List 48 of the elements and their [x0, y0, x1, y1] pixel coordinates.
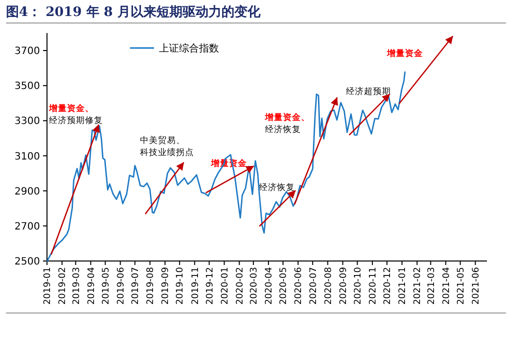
- x-tick-label: 2021-04: [442, 266, 452, 305]
- y-tick-label: 3100: [14, 151, 40, 162]
- x-tick-label: 2020-07: [308, 267, 319, 305]
- y-tick-label: 3500: [14, 81, 40, 92]
- y-tick-label: 2500: [14, 256, 40, 268]
- x-tick-label: 2019-06: [116, 266, 126, 305]
- x-tick-label: 2020-03: [250, 267, 260, 305]
- annotation: 经济超预期: [346, 86, 391, 97]
- x-tick-label: 2019-03: [72, 267, 82, 305]
- x-tick-label: 2020-06: [294, 266, 304, 305]
- x-tick-label: 2019-07: [131, 267, 142, 305]
- y-tick-label: 2900: [14, 186, 40, 198]
- y-tick-label: 3700: [14, 46, 40, 58]
- annotation: 中美贸易、: [140, 134, 185, 146]
- x-tick-label: 2020-04: [264, 266, 275, 305]
- annotation: 科技业绩拐点: [140, 146, 194, 158]
- x-tick-label: 2019-05: [101, 267, 112, 305]
- x-tick-label: 2019-01: [43, 267, 54, 305]
- x-tick-label: 2019-09: [161, 266, 172, 305]
- y-tick-label: 3300: [14, 116, 40, 128]
- annotation: 增量资金: [386, 48, 424, 59]
- annotation: 增量资金、: [48, 102, 94, 114]
- x-tick-label: 2021-06: [471, 266, 482, 305]
- x-tick-label: 2020-12: [383, 267, 394, 305]
- x-tick-label: 2019-08: [146, 266, 156, 305]
- x-tick-label: 2019-11: [190, 267, 201, 305]
- x-tick-label: 2021-02: [413, 267, 424, 305]
- x-tick-label: 2021-05: [456, 267, 466, 305]
- y-tick-label: 2700: [14, 221, 40, 232]
- x-tick-label: 2019-10: [176, 266, 186, 305]
- annotation: 增量资金、: [264, 112, 310, 123]
- x-tick-label: 2021-03: [426, 267, 437, 305]
- x-tick-label: 2019-12: [205, 267, 216, 305]
- x-tick-label: 2020-02: [235, 267, 246, 305]
- chart-title: 图4： 2019 年 8 月以来短期驱动力的变化: [6, 4, 262, 20]
- x-tick-label: 2019-04: [86, 266, 97, 305]
- x-tick-label: 2019-02: [58, 267, 68, 305]
- annotation: 经济恢复: [265, 124, 301, 135]
- x-tick-label: 2021-01: [398, 267, 408, 305]
- x-tick-label: 2020-10: [353, 266, 364, 305]
- x-tick-label: 2020-05: [279, 267, 290, 305]
- x-tick-label: 2020-09: [338, 266, 349, 305]
- annotation: 经济预期修复: [49, 114, 103, 126]
- x-tick-label: 2020-01: [220, 267, 230, 305]
- x-tick-label: 2020-08: [324, 266, 334, 305]
- x-tick-label: 2020-11: [368, 267, 379, 305]
- legend-label: 上证综合指数: [159, 42, 219, 54]
- line-series: [46, 71, 406, 262]
